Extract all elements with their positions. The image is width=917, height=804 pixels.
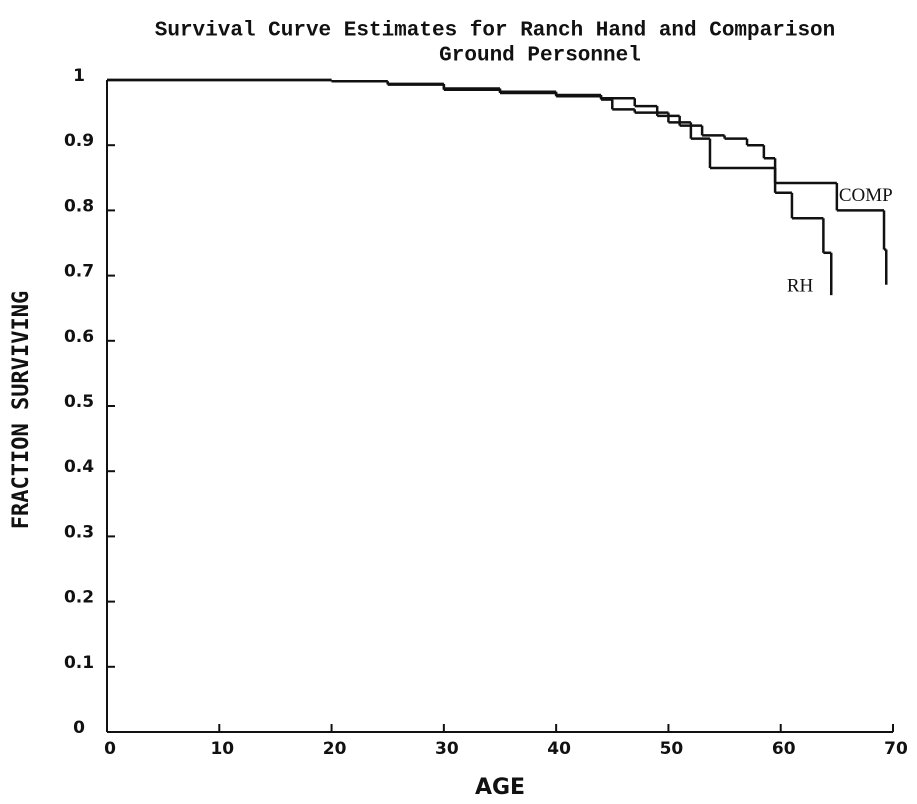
y-tick-label: 0 bbox=[73, 718, 85, 738]
chart-title: Ground Personnel bbox=[439, 45, 641, 68]
y-tick-label: 0.5 bbox=[64, 392, 94, 412]
x-tick-label: 10 bbox=[210, 739, 234, 759]
y-tick-label: 0.1 bbox=[64, 653, 94, 673]
series-label: COMP bbox=[839, 185, 893, 206]
y-tick-label: 1 bbox=[73, 66, 85, 86]
y-tick-label: 0.4 bbox=[64, 457, 94, 477]
series-label: RH bbox=[787, 276, 814, 297]
y-axis-label: FRACTION SURVIVING bbox=[9, 291, 34, 529]
x-tick-label: 50 bbox=[660, 739, 684, 759]
y-tick-label: 0.7 bbox=[64, 262, 94, 282]
x-tick-label: 40 bbox=[547, 739, 571, 759]
x-tick-label: 30 bbox=[435, 739, 459, 759]
y-tick-label: 0.9 bbox=[64, 131, 94, 151]
x-tick-label: 0 bbox=[104, 739, 116, 759]
chart-title: Survival Curve Estimates for Ranch Hand … bbox=[155, 20, 836, 43]
x-tick-label: 20 bbox=[323, 739, 347, 759]
x-tick-label: 70 bbox=[884, 739, 908, 759]
y-tick-label: 0.2 bbox=[64, 588, 94, 608]
y-tick-label: 0.8 bbox=[64, 196, 94, 216]
x-tick-label: 60 bbox=[772, 739, 796, 759]
x-axis-label: AGE bbox=[475, 775, 525, 800]
y-tick-label: 0.6 bbox=[64, 327, 94, 347]
y-tick-label: 0.3 bbox=[64, 522, 94, 542]
